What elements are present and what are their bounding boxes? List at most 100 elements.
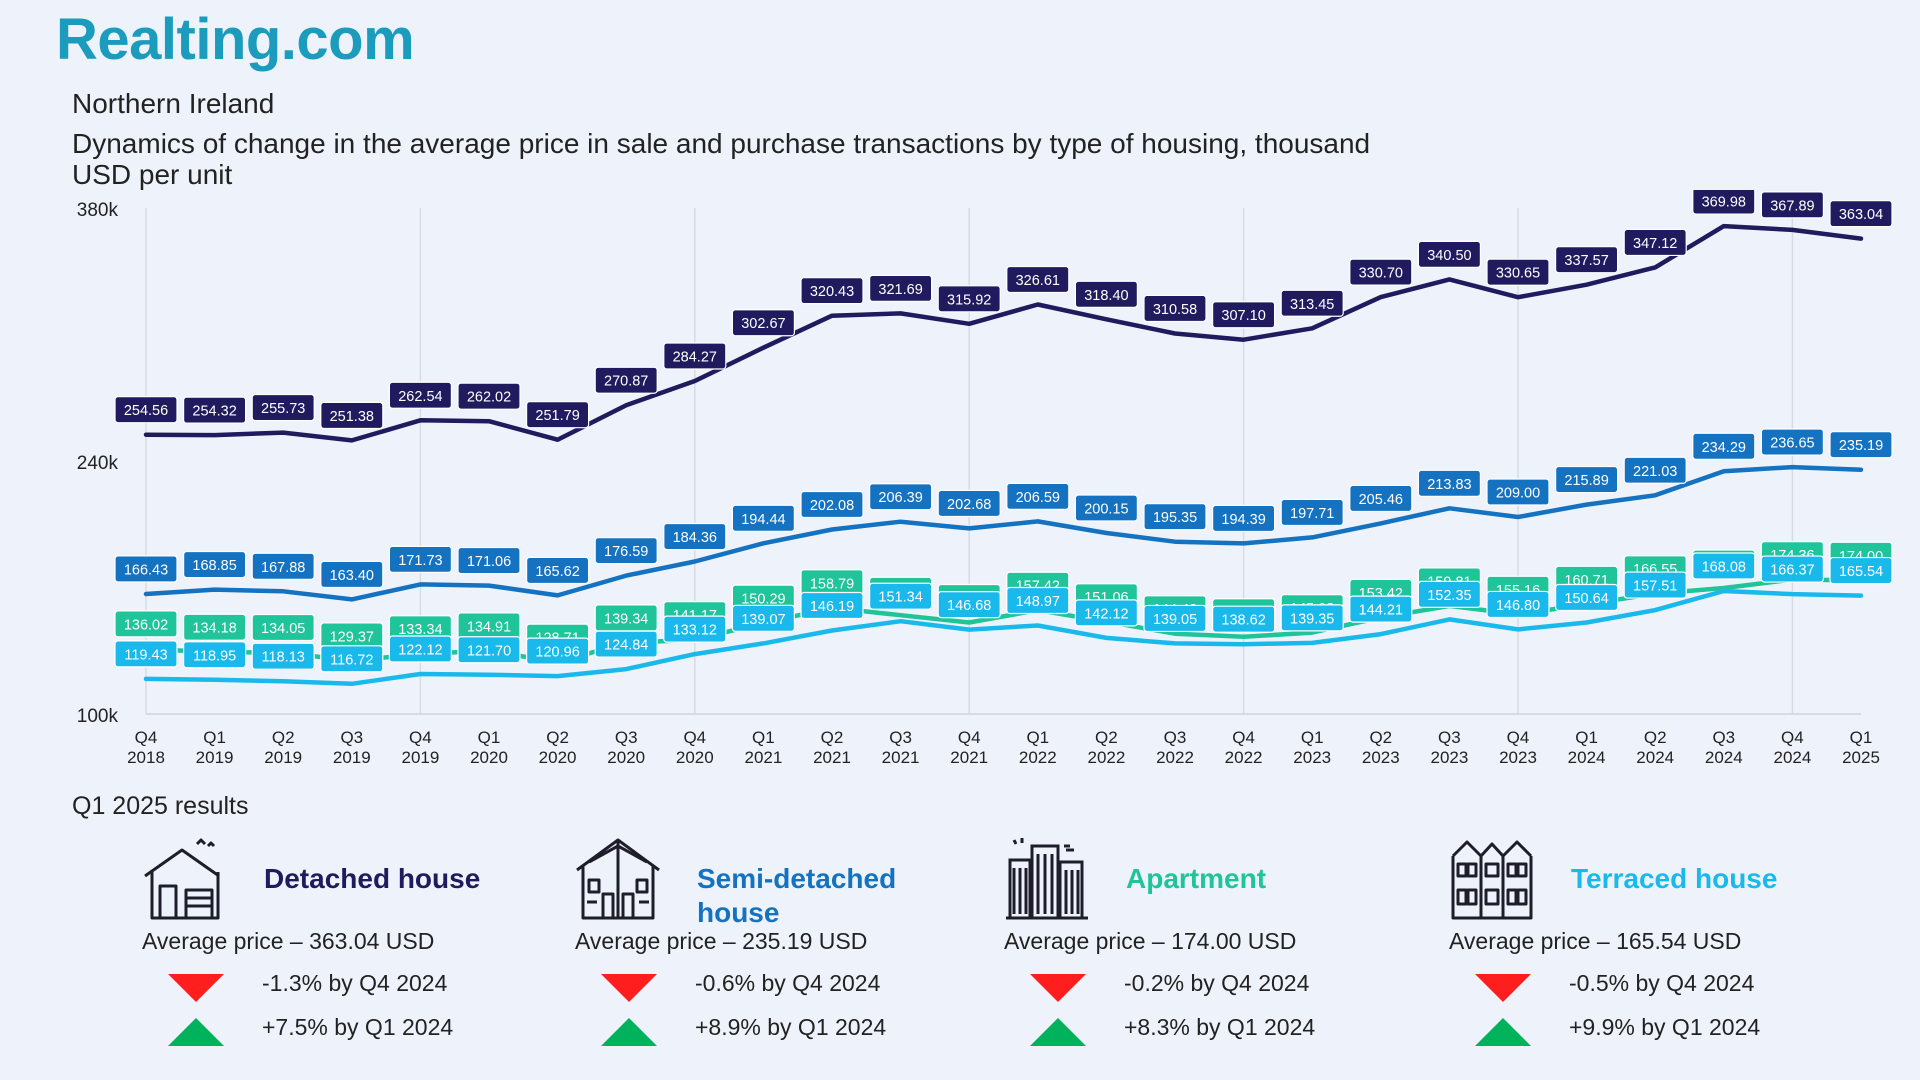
data-label: 206.59 bbox=[1016, 490, 1060, 506]
region-title: Northern Ireland bbox=[72, 88, 275, 119]
down-arrow-icon bbox=[601, 974, 657, 1002]
data-label: 302.67 bbox=[741, 316, 785, 332]
data-label: 310.58 bbox=[1153, 302, 1197, 318]
data-label-box bbox=[1486, 478, 1550, 506]
change-year-row: +8.3% by Q1 2024 bbox=[1030, 1012, 1360, 1048]
x-tick-label: 2019 bbox=[401, 748, 439, 767]
data-label: 165.62 bbox=[535, 564, 579, 580]
y-tick-label: 100k bbox=[77, 706, 119, 727]
data-label-box bbox=[937, 489, 1001, 518]
data-label-box bbox=[1006, 586, 1070, 615]
up-arrow-icon bbox=[601, 1018, 657, 1046]
data-label-box bbox=[663, 522, 727, 551]
chart-subtitle: Dynamics of change in the average price … bbox=[72, 128, 1371, 190]
detached-house-icon bbox=[144, 838, 220, 920]
data-label: 138.62 bbox=[1221, 613, 1265, 629]
x-tick-label: Q2 bbox=[821, 728, 844, 747]
data-label: 221.03 bbox=[1633, 464, 1677, 480]
x-tick-label: Q2 bbox=[1644, 728, 1667, 747]
data-label-box bbox=[388, 635, 452, 663]
data-label-box bbox=[1554, 583, 1619, 612]
data-label-box bbox=[800, 277, 864, 305]
x-tick-label: Q2 bbox=[546, 728, 569, 747]
data-label: 307.10 bbox=[1221, 308, 1265, 324]
data-label: 158.79 bbox=[810, 576, 854, 592]
change-year-text: +9.9% by Q1 2024 bbox=[1569, 1014, 1761, 1040]
x-tick-label: Q2 bbox=[1095, 728, 1118, 747]
data-label-box bbox=[114, 396, 178, 424]
x-tick-label: 2022 bbox=[1019, 748, 1057, 767]
change-year-row: +8.9% by Q1 2024 bbox=[601, 1012, 931, 1048]
data-label-box bbox=[731, 604, 796, 632]
data-label-box bbox=[1554, 246, 1619, 274]
data-label-box bbox=[1760, 191, 1825, 219]
terraced-house-icon bbox=[1451, 840, 1533, 920]
x-tick-label: 2021 bbox=[744, 748, 782, 767]
card-name: Apartment bbox=[1126, 863, 1267, 894]
down-arrow-icon bbox=[1475, 974, 1531, 1002]
data-label: 262.54 bbox=[398, 389, 442, 405]
data-label: 340.50 bbox=[1427, 248, 1471, 264]
data-label: 330.70 bbox=[1359, 266, 1403, 282]
data-label-box bbox=[457, 636, 521, 664]
data-label-box bbox=[1623, 228, 1687, 257]
result-card-semi-detached: Semi-detached house Average price – 235.… bbox=[575, 836, 995, 1066]
data-label: 116.72 bbox=[330, 652, 373, 668]
data-label: 200.15 bbox=[1084, 502, 1128, 518]
data-label-box bbox=[731, 309, 796, 337]
data-label: 367.89 bbox=[1770, 198, 1814, 214]
x-tick-label: Q1 bbox=[1575, 728, 1598, 747]
data-label-box bbox=[183, 641, 247, 669]
data-label: 166.37 bbox=[1770, 563, 1814, 579]
x-tick-label: Q1 bbox=[752, 728, 775, 747]
data-label-box bbox=[1417, 240, 1482, 268]
data-label-box bbox=[1211, 301, 1276, 329]
result-card-terraced: Terraced house Average price – 165.54 US… bbox=[1449, 836, 1869, 1066]
data-label-box bbox=[1692, 190, 1756, 215]
data-label-box bbox=[1211, 504, 1276, 533]
data-label-box bbox=[594, 536, 658, 565]
change-quarter-text: -1.3% by Q4 2024 bbox=[262, 970, 448, 996]
data-label-box bbox=[251, 393, 315, 422]
results-title: Q1 2025 results bbox=[72, 792, 249, 820]
x-tick-label: 2019 bbox=[333, 748, 371, 767]
data-label-box bbox=[1623, 571, 1687, 599]
data-label-box bbox=[1486, 590, 1550, 619]
x-tick-label: 2021 bbox=[882, 748, 920, 767]
data-label-box bbox=[1349, 258, 1413, 286]
y-tick-label: 380k bbox=[77, 200, 119, 221]
data-label-box bbox=[594, 630, 658, 658]
card-average-price: Average price – 363.04 USD bbox=[142, 928, 435, 954]
realting-logo[interactable]: Realting.com bbox=[56, 7, 415, 72]
x-tick-label: Q4 bbox=[1781, 728, 1804, 747]
data-label-box bbox=[868, 582, 933, 610]
data-label: 120.96 bbox=[535, 645, 579, 661]
x-tick-label: 2023 bbox=[1362, 748, 1400, 767]
data-label: 119.43 bbox=[124, 647, 167, 663]
data-label: 144.21 bbox=[1359, 603, 1403, 619]
data-label: 118.95 bbox=[193, 648, 236, 664]
x-tick-label: Q4 bbox=[1232, 728, 1255, 747]
card-average-price: Average price – 174.00 USD bbox=[1004, 928, 1297, 954]
result-card-apartment: Apartment Average price – 174.00 USD -0.… bbox=[1004, 836, 1424, 1066]
data-label-box bbox=[1143, 294, 1207, 323]
data-label: 202.68 bbox=[947, 497, 991, 513]
series-line bbox=[143, 464, 1864, 602]
data-label: 262.02 bbox=[467, 390, 511, 406]
x-tick-label: 2019 bbox=[264, 748, 302, 767]
x-tick-label: Q2 bbox=[1369, 728, 1392, 747]
x-tick-label: Q4 bbox=[135, 728, 158, 747]
change-year-row: +9.9% by Q1 2024 bbox=[1475, 1012, 1805, 1048]
data-label-box bbox=[114, 555, 178, 583]
data-label: 139.07 bbox=[741, 612, 785, 628]
data-label: 254.32 bbox=[192, 404, 236, 420]
card-name: Terraced house bbox=[1571, 863, 1778, 894]
data-label-box bbox=[1349, 484, 1413, 513]
data-label: 321.69 bbox=[878, 282, 922, 298]
data-label-box bbox=[251, 552, 315, 580]
data-label-box bbox=[114, 610, 178, 638]
data-label-box bbox=[1829, 431, 1893, 459]
x-tick-label: 2022 bbox=[1156, 748, 1194, 767]
data-label: 146.19 bbox=[810, 599, 854, 615]
data-label: 326.61 bbox=[1016, 273, 1060, 289]
